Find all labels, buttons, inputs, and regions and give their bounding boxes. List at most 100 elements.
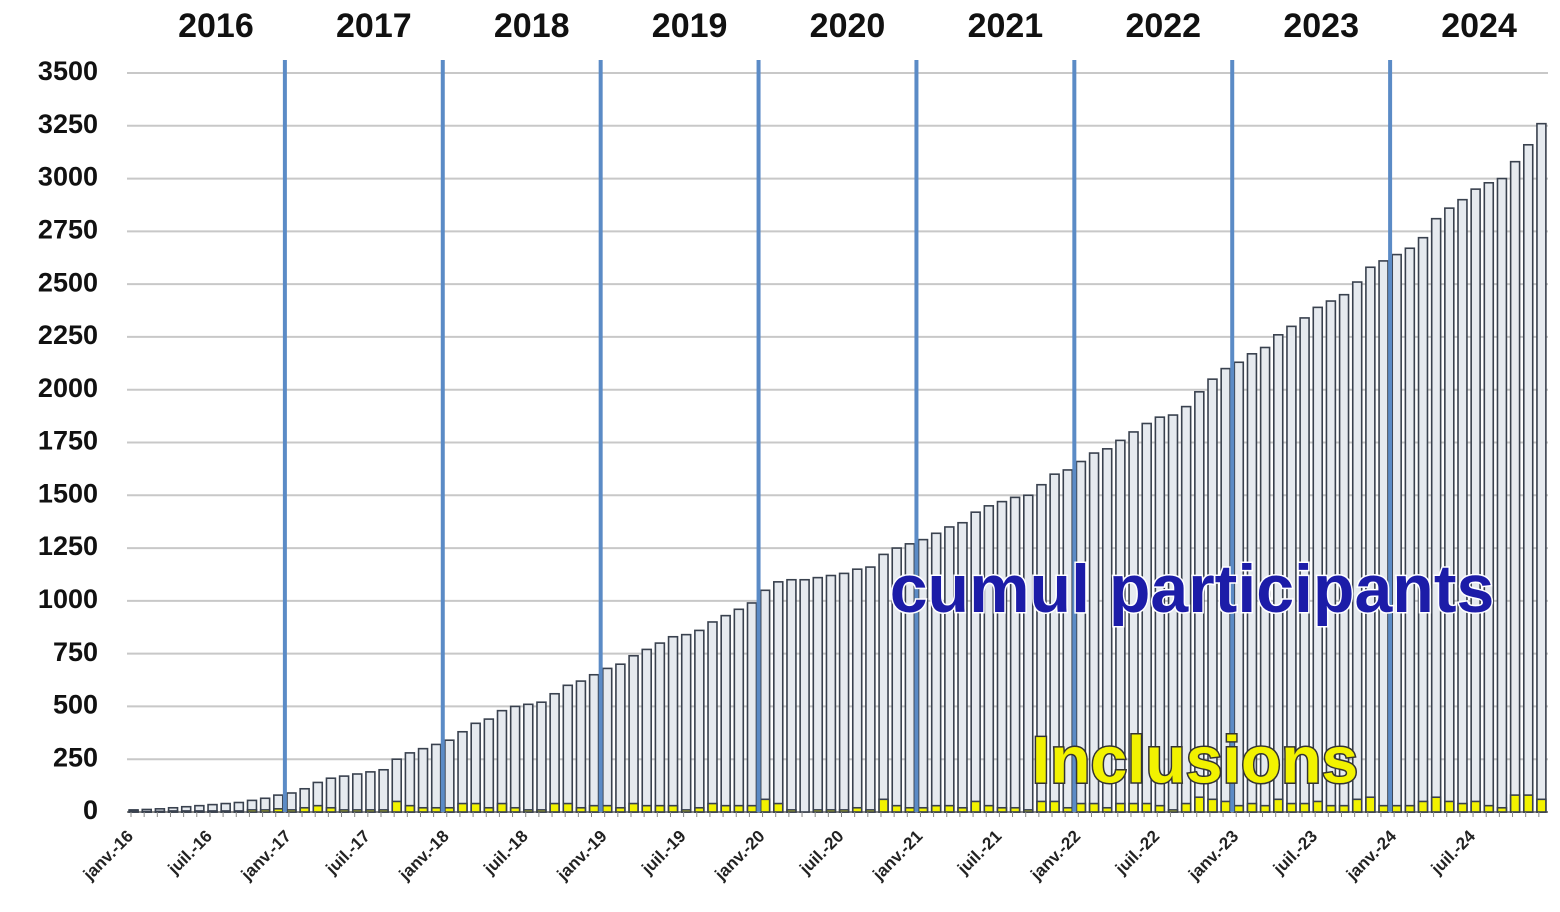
bar xyxy=(1404,804,1416,813)
y-tick-label: 2250 xyxy=(38,320,98,350)
bar xyxy=(1246,802,1258,813)
bar xyxy=(180,810,192,813)
bar xyxy=(851,568,863,813)
bar xyxy=(707,802,718,813)
bar xyxy=(773,802,784,813)
y-tick-label: 250 xyxy=(53,742,98,772)
bar xyxy=(851,806,863,813)
x-tick-label: janv.-24 xyxy=(1342,826,1400,884)
bar xyxy=(694,629,705,813)
bar xyxy=(1522,794,1534,813)
bar xyxy=(615,806,626,813)
bar xyxy=(1167,809,1179,813)
bar xyxy=(680,809,692,813)
bar xyxy=(641,804,652,813)
x-tick-label: juil.-21 xyxy=(953,827,1005,879)
bar xyxy=(128,810,139,813)
bar xyxy=(444,739,455,813)
bar xyxy=(615,663,626,813)
bar xyxy=(1036,800,1047,813)
bar xyxy=(523,809,534,813)
x-tick-label: juil.-19 xyxy=(637,827,689,879)
bar xyxy=(944,804,955,813)
bar xyxy=(404,752,416,813)
year-label: 2022 xyxy=(1125,7,1201,45)
bar xyxy=(825,809,837,813)
bar xyxy=(1457,198,1468,813)
bar xyxy=(641,648,652,813)
bar xyxy=(194,810,205,813)
bar xyxy=(786,578,797,813)
bar xyxy=(430,743,442,813)
year-label: 2016 xyxy=(178,7,254,45)
bar xyxy=(891,804,902,813)
bar xyxy=(1141,802,1152,813)
bar xyxy=(1496,806,1508,813)
x-tick-label: juil.-18 xyxy=(479,827,531,879)
x-tick-label: juil.-22 xyxy=(1111,827,1163,879)
bar xyxy=(746,804,758,813)
x-tick-label: janv.-16 xyxy=(79,827,137,885)
bar xyxy=(536,809,547,813)
x-tick-label: janv.-17 xyxy=(237,827,295,885)
y-tick-label: 2750 xyxy=(38,214,98,244)
x-tick-label: juil.-24 xyxy=(1427,826,1480,879)
bar xyxy=(1259,804,1271,813)
y-tick-label: 1750 xyxy=(38,426,98,456)
bar xyxy=(694,806,705,813)
bar xyxy=(1180,802,1192,813)
x-tick-label: janv.-23 xyxy=(1184,827,1242,885)
bar xyxy=(430,806,442,813)
bar xyxy=(1522,143,1534,813)
bar xyxy=(865,566,876,813)
bar xyxy=(1009,806,1021,813)
year-label: 2020 xyxy=(810,7,886,45)
bar xyxy=(1430,217,1442,813)
bar xyxy=(1496,177,1508,813)
bar xyxy=(1483,181,1495,813)
x-tick-label: juil.-17 xyxy=(322,827,374,879)
bar xyxy=(1115,802,1126,813)
bar xyxy=(575,680,587,813)
bar xyxy=(812,576,824,813)
bar xyxy=(483,806,495,813)
bar xyxy=(1207,798,1218,813)
bar xyxy=(654,642,666,813)
bar xyxy=(325,777,337,813)
bar xyxy=(338,775,350,813)
bar xyxy=(746,602,758,813)
bar xyxy=(1457,802,1468,813)
bar xyxy=(351,809,363,813)
bar xyxy=(786,809,797,813)
bar xyxy=(365,809,376,813)
bar xyxy=(325,806,337,813)
bar xyxy=(917,806,929,813)
bar xyxy=(1417,800,1429,813)
bar xyxy=(1194,796,1205,813)
year-label: 2019 xyxy=(652,7,728,45)
bar xyxy=(496,709,508,813)
year-label: 2021 xyxy=(968,7,1044,45)
bar xyxy=(812,809,824,813)
bar xyxy=(1536,122,1547,813)
bar xyxy=(1430,796,1442,813)
y-tick-label: 3250 xyxy=(38,109,98,139)
bar xyxy=(549,802,560,813)
bar xyxy=(733,804,745,813)
bar xyxy=(601,804,613,813)
bar xyxy=(1286,802,1297,813)
bar xyxy=(838,809,850,813)
bar xyxy=(562,684,574,813)
bar xyxy=(707,621,718,813)
bar xyxy=(1088,802,1100,813)
bar xyxy=(273,808,284,813)
bar xyxy=(1391,253,1402,813)
y-tick-label: 3500 xyxy=(38,56,98,86)
bar xyxy=(286,809,297,813)
year-label: 2023 xyxy=(1283,7,1359,45)
y-tick-label: 1000 xyxy=(38,584,98,614)
bar xyxy=(667,804,679,813)
year-label: 2017 xyxy=(336,7,412,45)
bar xyxy=(878,553,889,813)
bar xyxy=(312,804,324,813)
